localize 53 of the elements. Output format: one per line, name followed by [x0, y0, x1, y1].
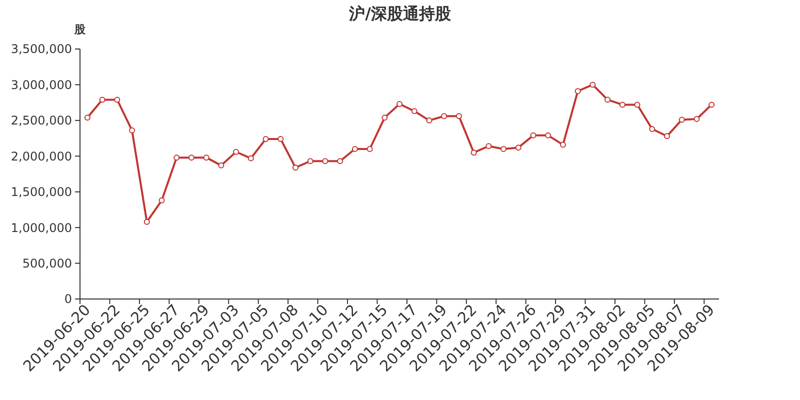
point: [560, 142, 566, 148]
point: [233, 148, 240, 155]
point: [396, 101, 402, 107]
point: [218, 162, 224, 168]
point: [337, 158, 344, 164]
point: [694, 116, 700, 122]
y-tick-label: 2,500,000: [10, 114, 72, 128]
point: [322, 158, 328, 164]
point: [649, 126, 656, 132]
point: [144, 218, 150, 225]
y-tick-label: 500,000: [22, 256, 72, 270]
y-tick-label: 2,000,000: [10, 149, 72, 164]
point: [366, 146, 373, 152]
point: [158, 197, 165, 204]
point: [530, 132, 536, 138]
point: [574, 88, 581, 94]
point: [99, 96, 106, 103]
y-axis-title: 股: [74, 23, 86, 36]
y-tick-label: 0: [64, 292, 72, 306]
point: [382, 114, 388, 121]
point: [278, 136, 284, 142]
point: [203, 154, 210, 161]
point: [426, 117, 432, 124]
point: [411, 108, 418, 114]
point: [634, 102, 640, 108]
y-tick-label: 1,000,000: [10, 220, 72, 235]
y-tick-label: 3,500,000: [10, 42, 72, 56]
point: [470, 150, 477, 156]
point: [486, 143, 492, 150]
chart-title: 沪/深股通持股: [348, 4, 452, 23]
point: [456, 113, 462, 120]
point: [174, 154, 180, 161]
point: [664, 133, 670, 140]
point: [441, 113, 448, 120]
y-tick-label: 3,000,000: [10, 78, 72, 92]
point: [129, 127, 136, 134]
y-tick-label: 1,500,000: [10, 185, 72, 200]
point: [307, 158, 314, 164]
point: [604, 96, 611, 103]
point: [114, 96, 120, 103]
point: [590, 82, 596, 88]
point: [84, 114, 90, 121]
point: [545, 132, 552, 138]
point: [708, 102, 715, 108]
point: [515, 144, 522, 151]
point: [248, 155, 254, 162]
point: [188, 154, 194, 161]
point: [619, 102, 626, 108]
point: [292, 164, 298, 171]
point: [262, 136, 269, 142]
point: [678, 116, 685, 123]
point: [352, 146, 358, 152]
point: [500, 146, 507, 152]
